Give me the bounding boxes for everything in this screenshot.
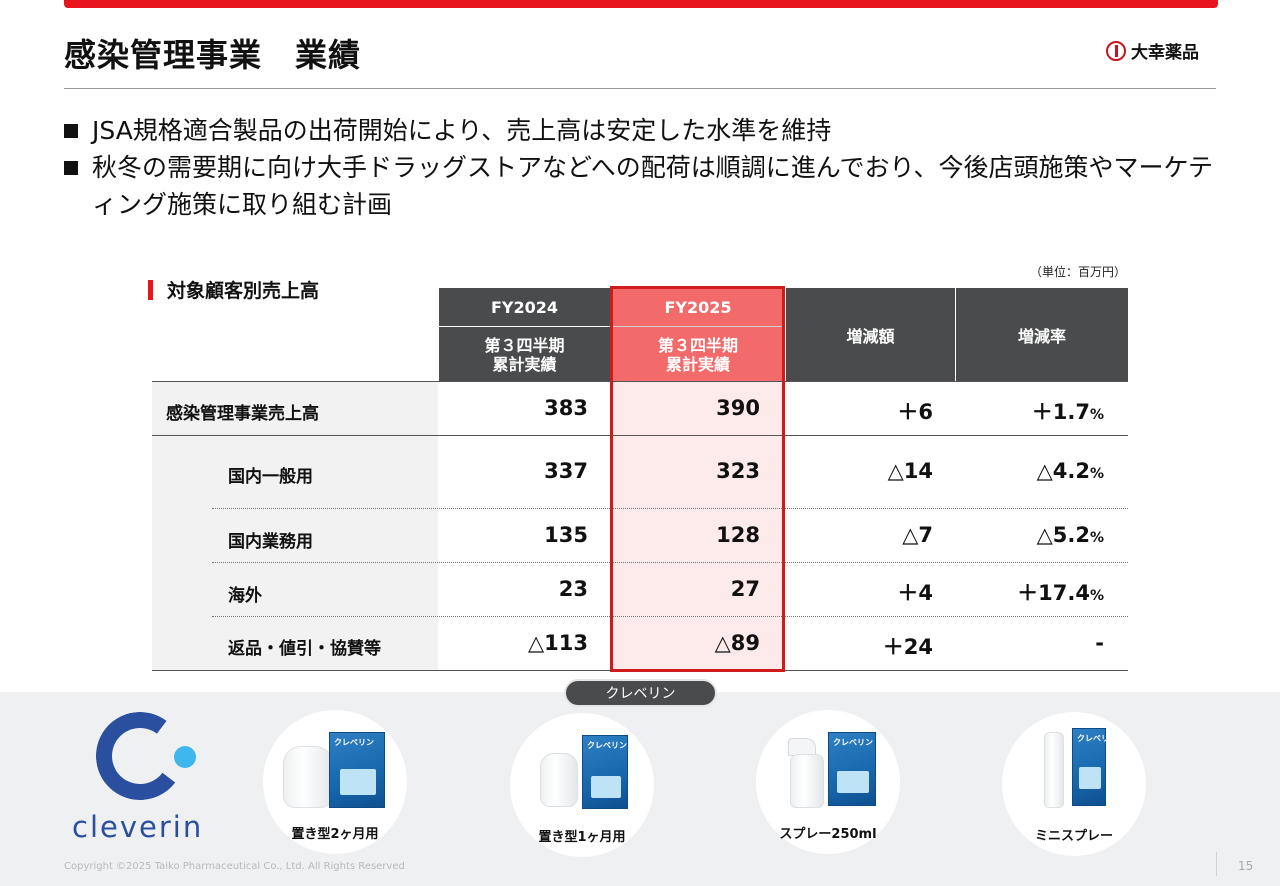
value-diff: ＋4: [897, 581, 933, 605]
box-label: クレベリン: [1077, 734, 1117, 743]
fy2025-highlight-frame: [610, 286, 785, 672]
box-label: クレベリン: [833, 738, 873, 747]
bullet-item: 秋冬の需要期に向け大手ドラッグストアなどへの配荷は順調に進んでおり、今後店頭施策…: [64, 149, 1224, 223]
box-label: クレベリン: [587, 741, 627, 750]
mini-spray-bottle-image: [1044, 732, 1064, 808]
product-box-image: クレベリン: [1072, 728, 1117, 806]
value-rate: ＋17.4%: [1017, 581, 1104, 605]
section-label-text: 対象顧客別売上高: [167, 280, 320, 302]
product-name: 置き型2ヶ月用: [291, 827, 379, 842]
header-fy2024-period: 第３四半期 累計実績: [439, 327, 610, 382]
value-diff: △14: [887, 459, 933, 483]
box-label: クレベリン: [334, 738, 374, 747]
row-rule: [212, 562, 1128, 563]
bullet-text: 秋冬の需要期に向け大手ドラッグストアなどへの配荷は順調に進んでおり、今後店頭施策…: [92, 153, 1214, 219]
header-divider: [612, 326, 784, 327]
header-rate: 増減率: [956, 288, 1128, 382]
page-number-divider: [1216, 852, 1217, 876]
header-period-line2: 累計実績: [492, 354, 557, 374]
bullet-list: JSA規格適合製品の出荷開始により、売上高は安定した水準を維持 秋冬の需要期に向…: [64, 112, 1224, 223]
value-fy2025: △89: [714, 631, 760, 655]
product-name: ミニスプレー: [1034, 829, 1113, 844]
square-bullet-icon: [64, 161, 78, 175]
product-box-image: クレベリン: [582, 735, 628, 809]
copyright-text: Copyright ©2025 Taiko Pharmaceutical Co.…: [64, 861, 405, 872]
value-fy2024: △113: [528, 631, 588, 655]
product-brand-pill: クレベリン: [564, 679, 717, 707]
value-fy2025: 27: [730, 577, 760, 601]
value-rate: ＋1.7%: [1031, 400, 1104, 424]
product-gel-1month: クレベリン 置き型1ヶ月用: [510, 713, 654, 857]
company-logo-icon: [1106, 40, 1126, 61]
row-label: 返品・値引・協賛等: [228, 639, 381, 659]
title-divider: [64, 88, 1216, 89]
value-fy2025: 390: [716, 396, 760, 420]
value-fy2024: 337: [544, 459, 588, 483]
company-name: 大幸薬品: [1131, 43, 1199, 63]
header-fy2024: FY2024: [439, 288, 610, 326]
product-name: スプレー250ml: [779, 827, 877, 842]
spray-bottle-image: [790, 754, 824, 808]
bullet-item: JSA規格適合製品の出荷開始により、売上高は安定した水準を維持: [64, 112, 1224, 149]
row-rule: [212, 616, 1128, 617]
header-period-line1: 第３四半期: [657, 335, 738, 355]
value-rate: △4.2%: [1036, 459, 1104, 483]
square-bullet-icon: [64, 124, 78, 138]
row-rule: [152, 435, 1128, 436]
gel-container-image: [540, 753, 578, 807]
company-logo: 大幸薬品: [1106, 38, 1199, 63]
value-diff: ＋6: [897, 400, 933, 424]
cleverin-wordmark: cleverin: [72, 810, 204, 844]
value-fy2024: 383: [544, 396, 588, 420]
product-box-image: クレベリン: [329, 732, 385, 808]
header-diff: 増減額: [786, 288, 955, 382]
header-fy2025-period: 第３四半期 累計実績: [612, 327, 784, 382]
row-label: 国内業務用: [228, 532, 313, 552]
value-rate: △5.2%: [1036, 523, 1104, 547]
header-period-line1: 第３四半期: [484, 335, 565, 355]
top-accent-bar: [64, 0, 1218, 8]
section-marker: [148, 279, 153, 300]
value-fy2024: 135: [544, 523, 588, 547]
unit-note: （単位：百万円）: [1030, 265, 1127, 279]
product-mini-spray: クレベリン ミニスプレー: [1002, 712, 1146, 856]
page-title: 感染管理事業 業績: [64, 36, 362, 74]
value-rate: -: [1095, 631, 1104, 655]
value-diff: ＋24: [882, 635, 933, 659]
row-label-background: [152, 436, 438, 670]
product-box-image: クレベリン: [828, 732, 876, 806]
row-rule: [152, 381, 1128, 382]
row-label: 感染管理事業売上高: [166, 404, 319, 424]
bullet-text: JSA規格適合製品の出荷開始により、売上高は安定した水準を維持: [92, 116, 832, 145]
row-label-background: [152, 382, 438, 435]
cleverin-logo: cleverin: [70, 706, 220, 844]
product-name: 置き型1ヶ月用: [538, 830, 626, 845]
gel-container-image: [283, 746, 333, 808]
page-number: 15: [1238, 859, 1254, 873]
header-fy2025: FY2025: [612, 288, 784, 326]
product-spray-250ml: クレベリン スプレー250ml: [756, 710, 900, 854]
value-fy2025: 323: [716, 459, 760, 483]
fy2025-column-background: [612, 382, 782, 670]
row-rule: [212, 508, 1128, 509]
value-fy2024: 23: [558, 577, 588, 601]
section-label: 対象顧客別売上高: [148, 276, 319, 303]
cleverin-dot-icon: [174, 746, 196, 768]
header-period-line2: 累計実績: [665, 354, 730, 374]
value-fy2025: 128: [716, 523, 760, 547]
product-gel-2month: クレベリン 置き型2ヶ月用: [263, 710, 407, 854]
value-diff: △7: [902, 523, 933, 547]
row-label: 海外: [228, 586, 262, 606]
row-label: 国内一般用: [228, 467, 313, 487]
